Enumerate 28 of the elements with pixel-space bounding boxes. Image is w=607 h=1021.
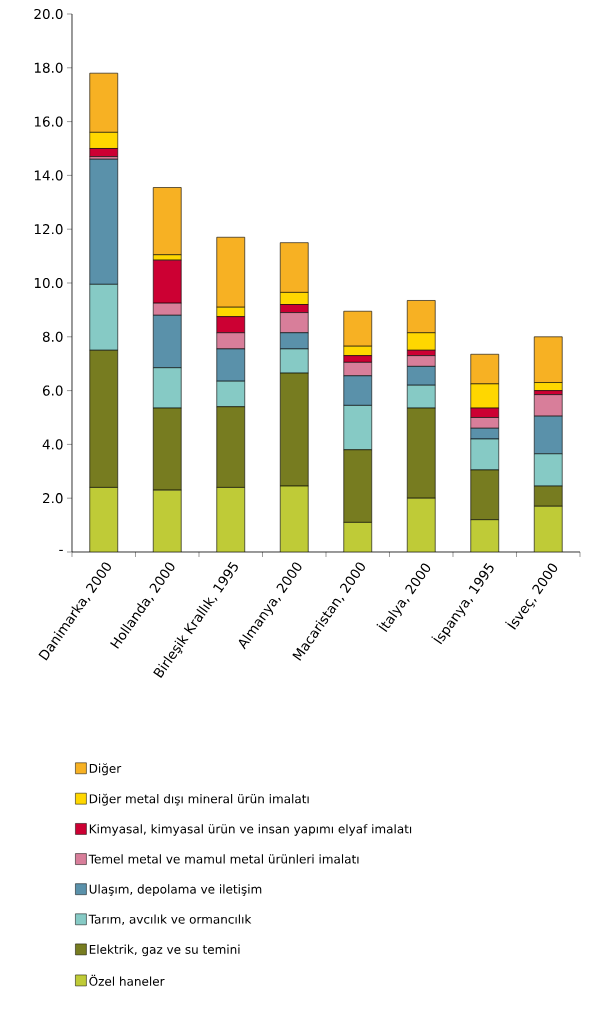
bar: [406, 497, 436, 552]
bar: [279, 485, 309, 552]
bar: [152, 489, 182, 552]
bar: [89, 487, 119, 552]
bar: [533, 505, 563, 552]
bar: [470, 519, 500, 552]
y-tick-label: 14.0: [34, 170, 63, 181]
legend-label: Diğer metal dışı mineral ürün imalatı: [89, 793, 309, 806]
bar: [343, 522, 373, 552]
legend-label: Tarım, avcılık ve ormancılık: [88, 914, 252, 925]
legend-label: Ulaşım, depolama ve iletişim: [89, 884, 262, 896]
y-tick-label: 18.0: [34, 62, 63, 73]
legend-label: Özel haneler: [89, 974, 165, 986]
y-tick-label: 6.0: [42, 385, 63, 396]
y-tick-label: 20.0: [34, 8, 63, 20]
bar: [216, 487, 246, 552]
legend-label: Kimyasal, kimyasal ürün ve insan yapımı elyaf imalatı: [89, 824, 412, 836]
y-tick-label: 16.0: [34, 116, 63, 127]
y-tick-label: 8.0: [42, 331, 63, 342]
y-tick-label: 2.0: [42, 493, 63, 504]
y-tick-label: -: [59, 549, 63, 551]
y-tick-label: 12.0: [34, 224, 63, 235]
y-tick-label: 10.0: [34, 277, 63, 289]
y-tick-label: 4.0: [42, 439, 63, 450]
bar: [152, 187, 182, 256]
legend-label: Temel metal ve mamul metal ürünleri imalatı: [88, 854, 359, 864]
legend-label: Diğer: [89, 763, 122, 776]
legend-label: Elektrik, gaz ve su temini: [89, 944, 240, 957]
